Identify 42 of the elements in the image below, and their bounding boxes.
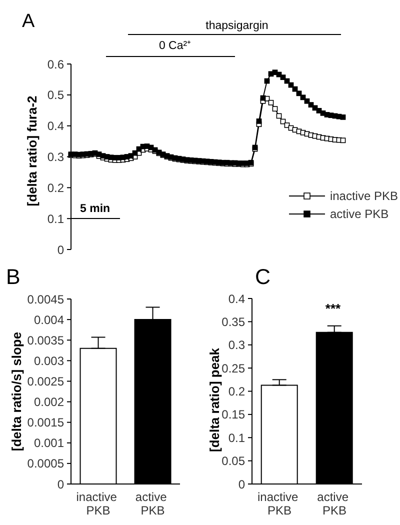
- y-tick-label: 0.4: [228, 292, 246, 306]
- chart-title: C: [255, 264, 271, 290]
- y-tick-label: 0.15: [222, 408, 246, 422]
- y-tick-label: 0.35: [222, 314, 246, 329]
- legend-label: inactive PKB: [330, 189, 398, 203]
- text: thapsigargin: [206, 19, 268, 33]
- y-tick-label: 0.5: [47, 88, 64, 102]
- annotation: 5 min: [80, 202, 110, 216]
- y-tick-label: 0.001: [34, 436, 64, 450]
- x-tick-label: active PKB: [135, 490, 170, 518]
- y-tick-label: 0.0005: [27, 456, 64, 471]
- y-tick-label: 0.3: [47, 150, 64, 164]
- y-tick-label: 0.002: [34, 395, 64, 410]
- chart-title: B: [6, 264, 20, 290]
- y-tick-label: 0.6: [47, 57, 64, 72]
- y-tick-label: 0.0045: [27, 292, 64, 306]
- y-tick-label: 0.1: [228, 430, 246, 445]
- annotation: ***: [325, 301, 341, 316]
- y-tick-label: 0.0015: [27, 416, 64, 430]
- text: 0 Ca²⁺: [158, 39, 192, 53]
- y-tick-label: 0.3: [228, 338, 246, 352]
- y-tick-label: 0.0035: [27, 333, 64, 348]
- y-tick-label: 0.2: [228, 384, 246, 399]
- y-tick-label: 0.25: [222, 361, 246, 376]
- y-axis-title: [delta ratio] peak: [207, 347, 222, 452]
- x-tick-label: inactive PKB: [257, 490, 302, 518]
- y-tick-label: 0.4: [47, 119, 64, 134]
- y-tick-label: 0: [57, 242, 64, 257]
- x-tick-label: active PKB: [317, 490, 352, 518]
- y-axis-title: [delta ratio/s] slope: [9, 332, 24, 452]
- x-tick-label: inactive PKB: [76, 490, 120, 518]
- y-tick-label: 0.003: [34, 354, 64, 368]
- chart-title: A: [22, 11, 35, 33]
- legend-label: active PKB: [330, 207, 389, 221]
- y-axis-title: [delta ratio] fura-2: [24, 96, 40, 206]
- y-tick-label: 0.0025: [27, 374, 64, 388]
- y-tick-label: 0.004: [34, 312, 64, 327]
- y-tick-label: 0.2: [47, 180, 64, 195]
- y-tick-label: 0.1: [47, 212, 64, 226]
- y-tick-label: 0.05: [222, 454, 246, 468]
- y-tick-label: 0: [57, 477, 64, 492]
- y-tick-label: 0: [238, 477, 246, 492]
